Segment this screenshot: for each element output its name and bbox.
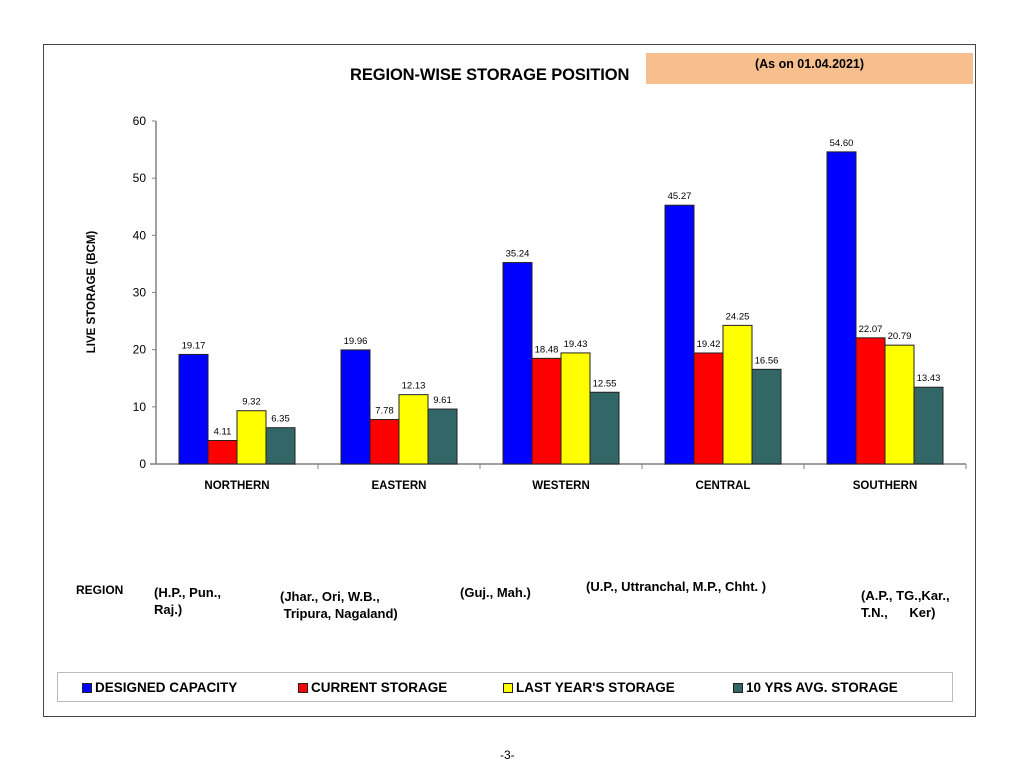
bar-value-label: 24.25 xyxy=(726,311,750,322)
x-category-label: NORTHERN xyxy=(204,480,269,492)
bar-value-label: 13.43 xyxy=(917,373,941,384)
region-desc-western: (Guj., Mah.) xyxy=(460,585,531,600)
bar xyxy=(340,349,371,465)
bar-value-label: 16.56 xyxy=(755,355,779,366)
y-tick-label: 50 xyxy=(133,171,147,185)
bar xyxy=(560,352,591,465)
bar-value-label: 7.78 xyxy=(375,406,394,417)
page-number: -3- xyxy=(500,748,515,762)
region-desc-southern: (A.P., TG.,Kar., T.N., Ker) xyxy=(861,588,950,620)
region-desc-eastern: (Jhar., Ori, W.B., Tripura, Nagaland) xyxy=(280,589,398,621)
bar-value-label: 19.17 xyxy=(182,340,206,351)
legend-swatch-blue xyxy=(82,682,92,693)
bar-value-label: 19.96 xyxy=(344,336,368,347)
legend-swatch-teal xyxy=(733,682,743,693)
x-category-label: WESTERN xyxy=(532,480,590,492)
bar xyxy=(236,410,267,465)
bar xyxy=(751,368,782,465)
bar xyxy=(855,337,886,465)
legend-item-last-year-storage: LAST YEAR'S STORAGE xyxy=(503,680,675,695)
bar-value-label: 18.48 xyxy=(535,344,559,355)
bar-value-label: 20.79 xyxy=(888,331,912,342)
bar-value-label: 4.11 xyxy=(214,427,232,438)
date-note-box: (As on 01.04.2021) xyxy=(646,53,973,84)
legend-label: LAST YEAR'S STORAGE xyxy=(516,680,675,695)
x-category-label: EASTERN xyxy=(372,480,427,492)
bar-value-label: 19.42 xyxy=(697,339,721,350)
bar xyxy=(369,419,400,465)
bar xyxy=(427,408,458,465)
bar-value-label: 22.07 xyxy=(859,324,883,335)
y-tick-label: 0 xyxy=(139,457,146,471)
bar xyxy=(265,427,296,465)
legend-item-current-storage: CURRENT STORAGE xyxy=(298,680,447,695)
chart-labels: 19.17 4.11 9.32 6.35 NORTHERN 19.96 7.78 12.13 9… xyxy=(182,138,941,492)
bar xyxy=(207,440,238,465)
bar-value-label: 45.27 xyxy=(668,191,692,202)
y-tick-label: 20 xyxy=(133,343,147,357)
chart-legend: DESIGNED CAPACITY CURRENT STORAGE LAST Y… xyxy=(57,672,953,702)
y-tick-label: 60 xyxy=(133,114,147,128)
region-desc-northern: (H.P., Pun., Raj.) xyxy=(154,585,221,617)
bar-value-label: 12.13 xyxy=(402,381,426,392)
y-tick-label: 30 xyxy=(133,286,147,300)
bar-value-label: 9.32 xyxy=(242,397,261,408)
legend-label: CURRENT STORAGE xyxy=(311,680,448,695)
bar xyxy=(664,204,695,465)
legend-label: DESIGNED CAPACITY xyxy=(95,680,238,695)
bar-chart: 0 10 20 30 40 50 60 LIVE STORAGE (BCM) 19.17 4.1… xyxy=(86,114,967,492)
legend-item-10yr-avg-storage: 10 YRS AVG. STORAGE xyxy=(733,680,898,695)
bar xyxy=(502,262,533,465)
chart-frame xyxy=(43,44,976,717)
bar-value-label: 19.43 xyxy=(564,339,588,350)
bar xyxy=(178,353,209,465)
chart-bars xyxy=(178,151,944,465)
legend-item-designed-capacity: DESIGNED CAPACITY xyxy=(82,680,237,695)
bar-value-label: 12.55 xyxy=(593,378,617,389)
y-tick-label: 40 xyxy=(133,228,147,242)
region-heading: REGION xyxy=(76,583,124,597)
x-category-label: CENTRAL xyxy=(696,480,751,492)
bar xyxy=(722,324,753,465)
region-desc-central: (U.P., Uttranchal, M.P., Chht. ) xyxy=(586,579,767,594)
y-tick-label: 10 xyxy=(133,400,147,414)
bar-value-label: 9.61 xyxy=(433,395,452,406)
bar xyxy=(589,391,620,465)
y-axis-title: LIVE STORAGE (BCM) xyxy=(86,231,98,354)
bar xyxy=(531,357,562,465)
bar xyxy=(913,386,944,465)
legend-label: 10 YRS AVG. STORAGE xyxy=(746,680,898,695)
legend-swatch-red xyxy=(298,682,308,693)
bar xyxy=(398,394,429,465)
x-category-label: SOUTHERN xyxy=(853,480,918,492)
date-note: (As on 01.04.2021) xyxy=(754,57,865,71)
chart-title: REGION-WISE STORAGE POSITION xyxy=(350,66,630,84)
bar xyxy=(693,352,724,465)
bar xyxy=(826,151,857,465)
bar-value-label: 54.60 xyxy=(830,138,854,149)
bar xyxy=(884,344,915,465)
bar-value-label: 35.24 xyxy=(506,249,530,260)
bar-value-label: 6.35 xyxy=(271,414,290,425)
legend-swatch-yellow xyxy=(503,682,513,693)
